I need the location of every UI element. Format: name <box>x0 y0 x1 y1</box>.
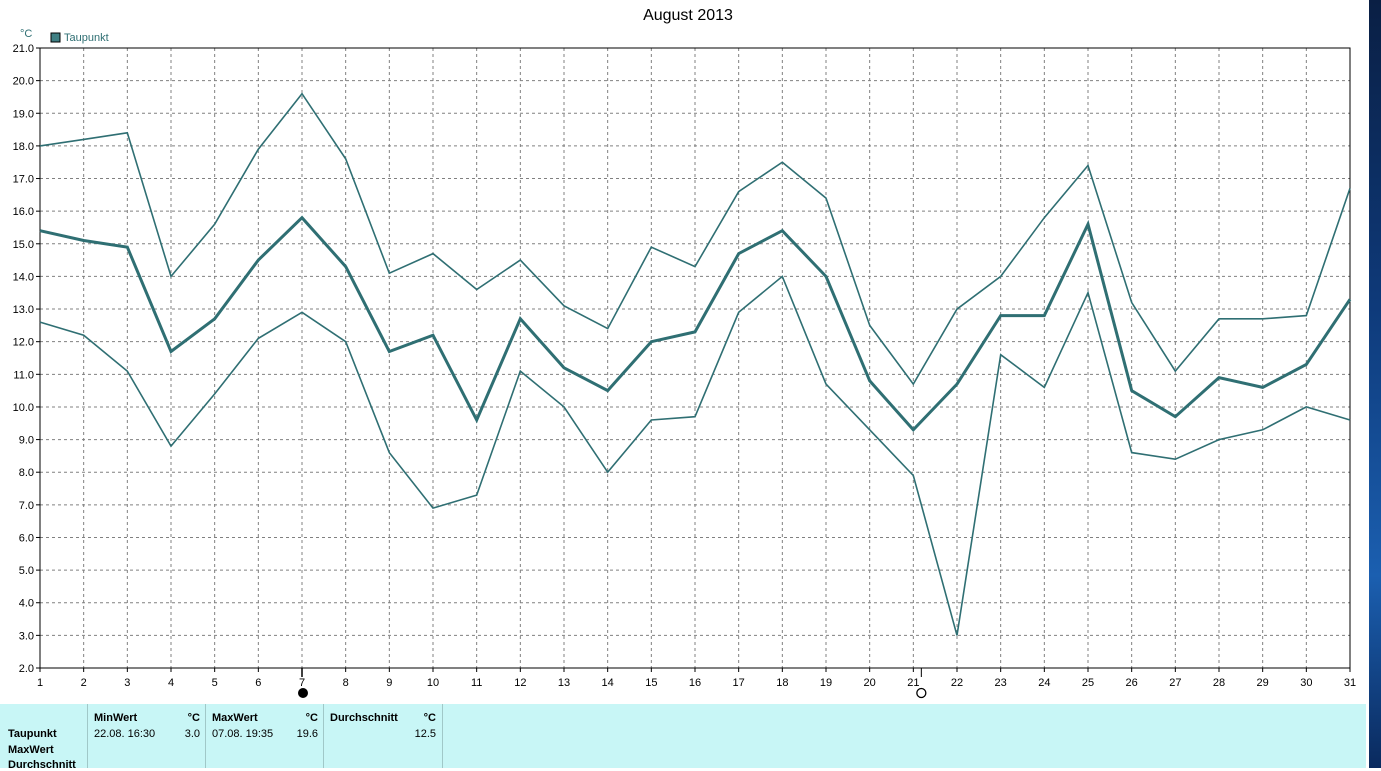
max-unit: °C <box>305 712 318 724</box>
min-unit: °C <box>187 712 200 724</box>
legend-label: Taupunkt <box>64 32 109 44</box>
series-line-maxwert <box>39 92 1351 386</box>
x-tick-label: 30 <box>1300 677 1312 689</box>
y-tick-label: 11.0 <box>13 369 34 381</box>
statistics-panel: Taupunkt MaxWert Durchschnitt MinWert °C… <box>0 704 1366 771</box>
x-tick-label: 31 <box>1344 677 1356 689</box>
x-tick-label: 27 <box>1169 677 1181 689</box>
y-tick-label: 15.0 <box>13 239 34 251</box>
y-tick-label: 20.0 <box>13 76 34 88</box>
y-axis-unit: °C <box>20 28 32 40</box>
row-label-maxwert: MaxWert <box>8 744 54 756</box>
y-tick-label: 13.0 <box>13 304 34 316</box>
x-tick-label: 15 <box>645 677 657 689</box>
max-value: 19.6 <box>296 728 318 740</box>
x-tick-label: 1 <box>37 677 43 689</box>
x-tick-label: 11 <box>471 677 482 689</box>
min-time: 22.08. 16:30 <box>94 728 156 740</box>
y-tick-label: 12.0 <box>13 337 34 349</box>
avg-value: 12.5 <box>414 728 436 740</box>
x-tick-label: 23 <box>995 677 1007 689</box>
x-tick-label: 17 <box>733 677 745 689</box>
y-tick-label: 14.0 <box>13 271 34 283</box>
y-tick-label: 16.0 <box>13 206 34 218</box>
y-tick-label: 10.0 <box>13 402 34 414</box>
row-label-durchschnitt: Durchschnitt <box>8 759 76 771</box>
x-tick-label: 22 <box>951 677 963 689</box>
extreme-markers <box>298 668 927 699</box>
y-tick-label: 18.0 <box>13 141 34 153</box>
x-tick-label: 28 <box>1213 677 1225 689</box>
y-tick-label: 9.0 <box>19 435 34 447</box>
x-tick-label: 26 <box>1126 677 1138 689</box>
y-axis-ticks: 2.0 3.0 4.0 5.0 6.0 7.0 8.0 9.0 10.0 11.0 12.0 13.0… <box>13 43 40 675</box>
x-tick-label: 25 <box>1082 677 1094 689</box>
y-tick-label: 5.0 <box>19 565 34 577</box>
x-tick-label: 13 <box>558 677 570 689</box>
max-time: 07.08. 19:35 <box>212 728 274 740</box>
right-edge <box>1366 0 1381 768</box>
avg-unit: °C <box>423 712 436 724</box>
x-tick-label: 8 <box>343 677 349 689</box>
series-line-durchschnitt <box>39 215 1352 433</box>
x-tick-label: 14 <box>602 677 614 689</box>
min-header: MinWert <box>94 712 138 724</box>
x-tick-label: 10 <box>427 677 439 689</box>
y-tick-label: 2.0 <box>19 663 34 675</box>
dewpoint-chart: August 2013 °C Taupunkt 2.0 3.0 4.0 5.0 6.0 7… <box>13 7 1356 699</box>
y-tick-label: 19.0 <box>13 108 34 120</box>
x-tick-label: 2 <box>81 677 87 689</box>
y-tick-label: 3.0 <box>19 630 34 642</box>
x-tick-label: 3 <box>124 677 130 689</box>
min-marker-circle <box>916 687 927 699</box>
chart-title: August 2013 <box>643 7 733 24</box>
x-tick-label: 6 <box>255 677 261 689</box>
x-tick-label: 20 <box>864 677 876 689</box>
grid-lines <box>40 48 1350 668</box>
y-tick-label: 4.0 <box>19 598 34 610</box>
x-tick-label: 19 <box>820 677 832 689</box>
series-lines <box>39 92 1352 636</box>
max-header: MaxWert <box>212 712 258 724</box>
x-tick-label: 5 <box>212 677 218 689</box>
series-line-minwert <box>39 275 1351 636</box>
y-tick-label: 21.0 <box>13 43 34 55</box>
x-tick-label: 9 <box>386 677 392 689</box>
x-tick-label: 29 <box>1257 677 1269 689</box>
y-tick-label: 17.0 <box>13 174 34 186</box>
x-tick-label: 16 <box>689 677 701 689</box>
x-tick-label: 24 <box>1038 677 1050 689</box>
min-value: 3.0 <box>184 728 200 740</box>
x-axis-ticks: 1 2 3 4 5 6 7 8 9 10 11 12 13 14 15 16 17 18 19 20 21 22 23 24 2… <box>37 668 1356 689</box>
x-tick-label: 4 <box>168 677 174 689</box>
y-tick-label: 6.0 <box>19 532 34 544</box>
x-tick-label: 21 <box>907 677 919 689</box>
legend-swatch <box>50 32 61 43</box>
avg-column: Durchschnitt °C 12.5 <box>323 704 443 768</box>
y-tick-label: 7.0 <box>19 500 34 512</box>
min-column: MinWert °C 22.08. 16:30 3.0 <box>87 704 206 768</box>
x-tick-label: 12 <box>514 677 526 689</box>
max-marker-dot <box>298 688 308 698</box>
x-tick-label: 18 <box>776 677 788 689</box>
avg-header: Durchschnitt <box>330 712 398 724</box>
y-tick-label: 8.0 <box>19 467 34 479</box>
row-label-taupunkt: Taupunkt <box>8 728 57 740</box>
max-column: MaxWert °C 07.08. 19:35 19.6 <box>205 704 324 768</box>
x-tick-label: 7 <box>299 677 305 689</box>
window-edge-bar <box>1369 0 1381 768</box>
